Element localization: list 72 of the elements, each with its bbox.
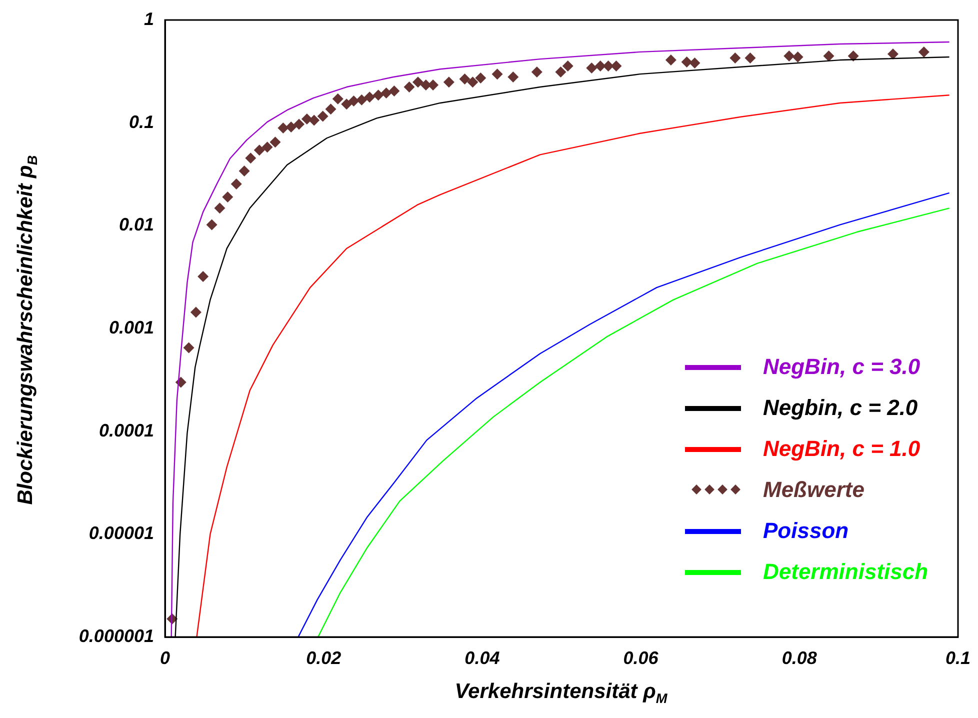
point	[467, 76, 478, 88]
point	[222, 192, 234, 202]
point	[294, 118, 305, 130]
point	[586, 62, 598, 74]
y-tick-label: 0.0001	[98, 420, 154, 440]
point	[689, 57, 700, 68]
point	[214, 202, 226, 214]
point	[744, 52, 756, 64]
point	[372, 90, 384, 101]
y-tick-label: 1	[144, 8, 154, 29]
point	[245, 152, 256, 164]
y-tick-label: 0.1	[128, 112, 154, 132]
point	[404, 82, 415, 93]
point	[380, 88, 392, 99]
point	[492, 68, 503, 80]
y-tick-label: 0.01	[118, 214, 154, 235]
point	[594, 60, 606, 72]
point	[475, 72, 486, 84]
x-tick-label: 0	[160, 648, 170, 668]
x-tick-label: 0.08	[782, 648, 817, 668]
legend-label: Poisson	[763, 518, 849, 544]
point	[918, 46, 930, 58]
point	[348, 96, 360, 107]
point	[792, 51, 804, 62]
point	[848, 50, 859, 62]
point	[665, 54, 676, 66]
point	[508, 72, 519, 83]
point	[610, 60, 622, 72]
point	[562, 60, 574, 72]
point	[412, 76, 424, 88]
point	[278, 122, 289, 134]
legend-label: NegBin, c = 1.0	[763, 436, 920, 462]
x-axis-title: Verkehrsintensität ρ$_{M}$	[454, 680, 668, 706]
x-tick-label: 0.02	[306, 648, 342, 668]
point	[325, 104, 336, 115]
legend-label: Negbin, c = 2.0	[763, 394, 918, 420]
legend-label: Deterministisch	[763, 558, 928, 584]
point	[183, 342, 194, 354]
point	[238, 166, 250, 177]
point	[681, 56, 692, 68]
point	[555, 66, 566, 78]
point	[262, 142, 273, 153]
point	[308, 114, 320, 126]
x-tick-label: 0.1	[945, 648, 971, 668]
x-tick-label: 0.06	[623, 648, 660, 668]
point	[388, 85, 400, 96]
point	[356, 94, 368, 106]
point	[332, 93, 344, 104]
point	[887, 48, 898, 60]
point	[341, 98, 352, 110]
point	[459, 73, 470, 84]
point	[364, 92, 376, 103]
point	[270, 136, 281, 148]
x-tick-label: 0.04	[464, 648, 500, 668]
point	[190, 306, 202, 318]
y-tick-label: 0.00001	[88, 523, 154, 544]
legend-label: NegBin, c = 3.0	[763, 354, 920, 380]
point	[784, 50, 795, 62]
point	[230, 178, 242, 190]
point	[317, 110, 328, 122]
point	[823, 50, 834, 62]
point	[198, 271, 209, 282]
point	[531, 66, 542, 78]
point	[443, 76, 454, 88]
y-tick-label: 0.000001	[78, 626, 154, 646]
point	[254, 144, 265, 156]
point	[286, 122, 297, 133]
point	[730, 52, 741, 64]
y-tick-label: 0.001	[108, 317, 154, 338]
point	[206, 219, 218, 230]
legend-label: Meßwerte	[763, 476, 864, 502]
point	[602, 60, 614, 72]
